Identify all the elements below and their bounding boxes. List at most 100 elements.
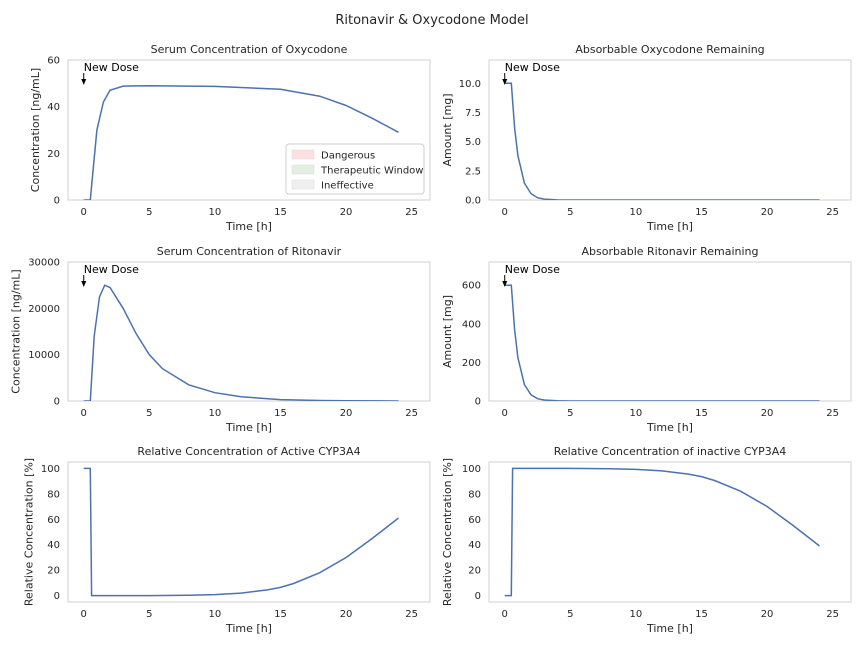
x-tick-label: 0	[81, 408, 87, 419]
y-axis-label: Concentration [ng/mL]	[10, 269, 23, 393]
legend-swatch	[291, 149, 315, 160]
y-tick-label: 20	[47, 566, 60, 577]
x-tick-label: 10	[630, 609, 643, 620]
legend: Dangerous Therapeutic Window Ineffective	[285, 143, 425, 195]
x-tick-label: 25	[826, 207, 839, 218]
annotation-arrow-head	[502, 79, 508, 85]
series-line	[504, 467, 820, 597]
x-tick-label: 20	[761, 609, 774, 620]
y-tick-label: 60	[47, 515, 60, 526]
plot-frame	[67, 461, 431, 603]
y-tick-label: 60	[47, 56, 60, 67]
annotation-arrow-head	[81, 79, 87, 85]
y-tick-label: 20000	[28, 304, 60, 315]
x-tick-label: 15	[274, 609, 287, 620]
new-dose-annotation: New Dose	[84, 263, 139, 276]
x-axis-label: Time [h]	[646, 622, 693, 635]
x-tick-label: 0	[81, 609, 87, 620]
y-tick-label: 40	[47, 540, 60, 551]
subplot-4: 0 5 10 15 20 25 0 200 400 600 Absorbable Ritonavir…	[441, 245, 852, 434]
y-tick-label: 80	[47, 489, 60, 500]
y-tick-label: 10000	[28, 350, 60, 361]
y-tick-label: 40	[47, 102, 60, 113]
series-line	[504, 284, 820, 401]
plot-frame	[67, 261, 431, 402]
new-dose-annotation: New Dose	[505, 263, 560, 276]
y-tick-label: 0	[54, 591, 60, 602]
y-axis-label: Amount [mg]	[441, 295, 454, 368]
x-axis-label: Time [h]	[646, 421, 693, 434]
x-tick-label: 10	[630, 408, 643, 419]
x-tick-label: 5	[567, 207, 573, 218]
y-tick-label: 10.0	[459, 79, 481, 90]
x-axis-label: Time [h]	[646, 220, 693, 233]
series-line	[83, 84, 399, 200]
y-tick-label: 0	[475, 591, 481, 602]
subplot-6: 0 5 10 15 20 25 0 20 40 60 80 100 Relative Concentra…	[441, 445, 852, 635]
x-tick-label: 0	[81, 207, 87, 218]
subplot-title: Absorbable Oxycodone Remaining	[575, 43, 764, 56]
series-line	[504, 82, 820, 200]
x-tick-label: 5	[146, 408, 152, 419]
annotation-arrow-head	[81, 281, 87, 287]
x-tick-label: 5	[567, 609, 573, 620]
y-tick-label: 0.0	[465, 196, 481, 207]
x-tick-label: 15	[695, 609, 708, 620]
y-tick-label: 0	[54, 397, 60, 408]
x-axis-label: Time [h]	[225, 220, 272, 233]
x-tick-label: 10	[630, 207, 643, 218]
subplot-title: Serum Concentration of Ritonavir	[157, 245, 342, 258]
x-tick-label: 25	[826, 408, 839, 419]
x-tick-label: 5	[567, 408, 573, 419]
subplot-title: Absorbable Ritonavir Remaining	[582, 245, 759, 258]
y-tick-label: 60	[468, 515, 481, 526]
annotation-arrow-head	[502, 281, 508, 287]
x-tick-label: 0	[502, 609, 508, 620]
series-line	[83, 284, 399, 401]
x-tick-label: 20	[761, 408, 774, 419]
y-tick-label: 600	[462, 281, 481, 292]
y-tick-label: 5.0	[465, 137, 481, 148]
plot-frame	[488, 261, 852, 402]
x-tick-label: 20	[340, 408, 353, 419]
x-tick-label: 15	[695, 207, 708, 218]
x-tick-label: 25	[405, 609, 418, 620]
subplot-1: 0 5 10 15 20 25 0 20 40 60 Serum Concentration of …	[29, 43, 431, 233]
x-tick-label: 0	[502, 207, 508, 218]
series-line	[83, 467, 399, 597]
y-tick-label: 30000	[28, 258, 60, 269]
y-tick-label: 200	[462, 358, 481, 369]
legend-box	[285, 143, 425, 195]
subplot-title: Serum Concentration of Oxycodone	[151, 43, 348, 56]
x-tick-label: 0	[502, 408, 508, 419]
subplot-title: Relative Concentration of inactive CYP3A…	[554, 445, 787, 458]
new-dose-annotation: New Dose	[84, 61, 139, 74]
y-axis-label: Concentration [ng/mL]	[29, 68, 42, 192]
plot-frame	[488, 59, 852, 201]
x-tick-label: 10	[209, 408, 222, 419]
y-tick-label: 100	[462, 464, 481, 475]
y-tick-label: 20	[47, 149, 60, 160]
subplot-5: 0 5 10 15 20 25 0 20 40 60 80 100 Relative Concentra…	[23, 445, 431, 635]
x-tick-label: 15	[274, 207, 287, 218]
subplot-3: 0 5 10 15 20 25 0 10000 20000 30000 Serum Concentr…	[10, 245, 431, 434]
x-tick-label: 15	[695, 408, 708, 419]
x-axis-label: Time [h]	[225, 421, 272, 434]
x-tick-label: 20	[340, 207, 353, 218]
x-tick-label: 15	[274, 408, 287, 419]
legend-label: Ineffective	[321, 181, 374, 192]
x-tick-label: 25	[405, 408, 418, 419]
plot-frame	[488, 461, 852, 603]
new-dose-annotation: New Dose	[505, 61, 560, 74]
legend-swatch	[291, 179, 315, 190]
y-tick-label: 20	[468, 566, 481, 577]
y-axis-label: Amount [mg]	[441, 93, 454, 166]
legend-swatch	[291, 164, 315, 175]
x-tick-label: 20	[340, 609, 353, 620]
y-tick-label: 100	[41, 464, 60, 475]
x-tick-label: 5	[146, 207, 152, 218]
x-tick-label: 10	[209, 207, 222, 218]
subplot-title: Relative Concentration of Active CYP3A4	[137, 445, 360, 458]
y-axis-label: Relative Concentration [%]	[441, 458, 454, 606]
